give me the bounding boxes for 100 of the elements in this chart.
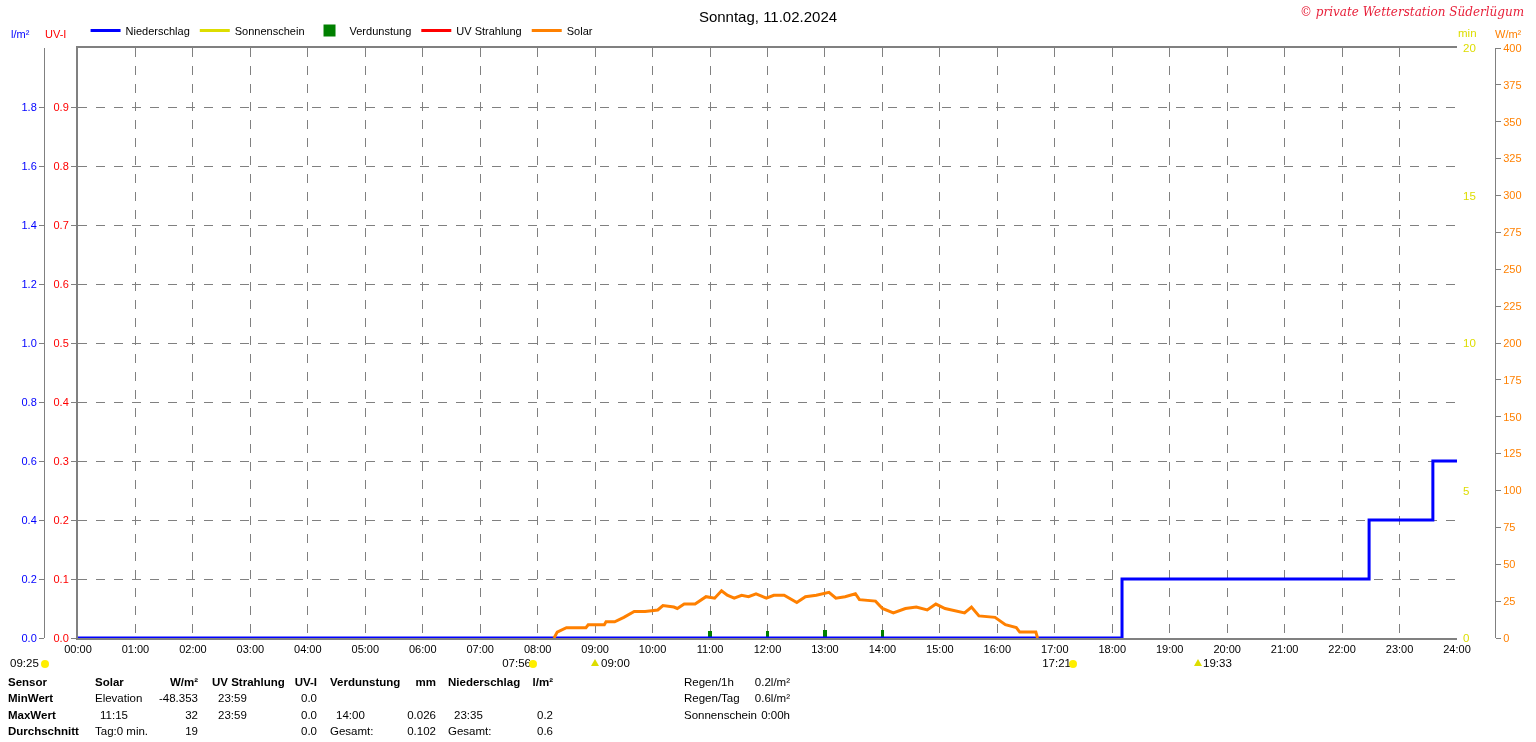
text: MaxWert bbox=[8, 707, 56, 722]
y3-tick-label: 375 bbox=[1503, 78, 1522, 91]
text: 0:00h bbox=[761, 707, 790, 722]
x-tick-label: 13:00 bbox=[811, 643, 839, 656]
y-tick-label: 1.8 bbox=[21, 100, 37, 113]
x-tick-label: 09:00 bbox=[581, 643, 609, 656]
y-axis-title: l/m² bbox=[11, 28, 30, 40]
y2-tick-label: 0.1 bbox=[53, 572, 69, 585]
y2-tick-label: 0.4 bbox=[53, 395, 69, 408]
x-tick-label: 14:00 bbox=[868, 643, 897, 656]
x-tick-label: 20:00 bbox=[1213, 643, 1241, 656]
text: 15 bbox=[1463, 188, 1476, 203]
y3-tick-label: 300 bbox=[1503, 189, 1522, 202]
text: 0.0 bbox=[301, 723, 317, 738]
y3-tick-label: 125 bbox=[1503, 447, 1522, 460]
text: MinWert bbox=[8, 691, 54, 706]
x-tick-label: 21:00 bbox=[1270, 643, 1299, 656]
text: 0.102 bbox=[407, 723, 436, 738]
y2-axis-title: UV-I bbox=[45, 28, 67, 40]
text: Durchschnitt bbox=[8, 723, 79, 738]
text: 5 bbox=[1463, 483, 1470, 498]
y3-axis-title: W/m² bbox=[1495, 28, 1522, 40]
y3-tick-label: 25 bbox=[1503, 594, 1516, 607]
y3-tick-label: 75 bbox=[1503, 521, 1516, 534]
y3-tick-label: 100 bbox=[1503, 484, 1522, 497]
text: mm bbox=[415, 675, 436, 689]
x-tick-label: 08:00 bbox=[523, 643, 552, 656]
x-tick-label: 23:00 bbox=[1385, 643, 1414, 656]
y2-tick-label: 0.2 bbox=[53, 513, 69, 526]
y2-tick-label: 0.6 bbox=[53, 277, 69, 290]
x-tick-label: 10:00 bbox=[638, 643, 667, 656]
text: 0.0 bbox=[301, 707, 317, 722]
x-tick-label: 04:00 bbox=[294, 643, 322, 656]
x-tick-label: 02:00 bbox=[179, 643, 207, 656]
y3-tick-label: 150 bbox=[1503, 410, 1522, 423]
x-tick-label: 07:00 bbox=[466, 643, 494, 656]
text: 11:15 bbox=[100, 707, 128, 722]
x-tick-label: 12:00 bbox=[753, 643, 782, 656]
text: 07:56 bbox=[502, 656, 531, 670]
y3-tick-label: 250 bbox=[1503, 263, 1522, 276]
y2-tick-label: 0.9 bbox=[53, 100, 69, 113]
text: 0.0 bbox=[301, 691, 317, 706]
text: 17:21 bbox=[1042, 656, 1071, 670]
y2-tick-label: 0.7 bbox=[53, 218, 69, 231]
y-tick-label: 0.6 bbox=[21, 454, 37, 467]
text: 0.2l/m² bbox=[754, 675, 790, 689]
y-tick-label: 0.4 bbox=[21, 513, 37, 526]
text: Solar bbox=[95, 675, 124, 689]
text: Regen/1h bbox=[684, 675, 734, 689]
y3-tick-label: 50 bbox=[1503, 558, 1516, 571]
y3-tick-label: 175 bbox=[1503, 373, 1522, 386]
y2-tick-label: 0.5 bbox=[53, 336, 69, 349]
text: 0.6 bbox=[537, 723, 553, 738]
legend-label: Solar bbox=[566, 24, 593, 37]
text: Regen/Tag bbox=[684, 691, 740, 706]
y-tick-label: 0.8 bbox=[21, 395, 37, 408]
text: UV-I bbox=[294, 675, 317, 689]
text: Gesamt: bbox=[448, 723, 492, 738]
x-tick-label: 15:00 bbox=[926, 643, 954, 656]
x-tick-label: 16:00 bbox=[983, 643, 1012, 656]
x-tick-label: 06:00 bbox=[408, 643, 437, 656]
legend-label: Niederschlag bbox=[125, 24, 190, 37]
text: -48.353 bbox=[158, 691, 198, 706]
text: 0 bbox=[1463, 631, 1470, 645]
y2-tick-label: 0.3 bbox=[53, 454, 69, 467]
text: 14:00 bbox=[336, 707, 365, 722]
text: © private Wetterstation Süderlügum bbox=[1300, 5, 1525, 19]
text: Sonnenschein bbox=[684, 707, 757, 722]
text: W/m² bbox=[169, 675, 198, 689]
y3-tick-label: 0 bbox=[1503, 631, 1510, 644]
y3-tick-label: 325 bbox=[1503, 152, 1522, 165]
legend-label: Verdunstung bbox=[349, 24, 412, 37]
y3-tick-label: 225 bbox=[1503, 299, 1522, 312]
text: min bbox=[1458, 26, 1477, 40]
x-tick-label: 03:00 bbox=[236, 643, 265, 656]
legend-label: Sonnenschein bbox=[234, 24, 305, 37]
text: 09:00 bbox=[601, 656, 630, 670]
text: Verdunstung bbox=[330, 675, 401, 689]
text: UV Strahlung bbox=[212, 675, 285, 689]
text: 20 bbox=[1463, 41, 1476, 55]
x-tick-label: 24:00 bbox=[1443, 643, 1471, 656]
text: 10 bbox=[1463, 336, 1476, 350]
text: 23:35 bbox=[454, 707, 483, 722]
text: 23:59 bbox=[218, 691, 247, 706]
text: Sensor bbox=[8, 675, 47, 689]
text: 0.026 bbox=[407, 707, 436, 722]
x-tick-label: 05:00 bbox=[351, 643, 380, 656]
x-tick-label: 01:00 bbox=[121, 643, 150, 656]
text: Gesamt: bbox=[330, 723, 374, 738]
text: 19 bbox=[185, 723, 198, 738]
text: 19:33 bbox=[1203, 656, 1232, 670]
y-tick-label: 0.0 bbox=[21, 631, 37, 644]
x-tick-label: 19:00 bbox=[1155, 643, 1184, 656]
y-tick-label: 0.2 bbox=[21, 572, 37, 585]
text: Elevation bbox=[95, 691, 143, 706]
y-tick-label: 1.0 bbox=[21, 336, 37, 349]
y-tick-label: 1.2 bbox=[21, 277, 37, 290]
x-tick-label: 22:00 bbox=[1328, 643, 1356, 656]
x-tick-label: 18:00 bbox=[1098, 643, 1127, 656]
text: 23:59 bbox=[218, 707, 247, 722]
